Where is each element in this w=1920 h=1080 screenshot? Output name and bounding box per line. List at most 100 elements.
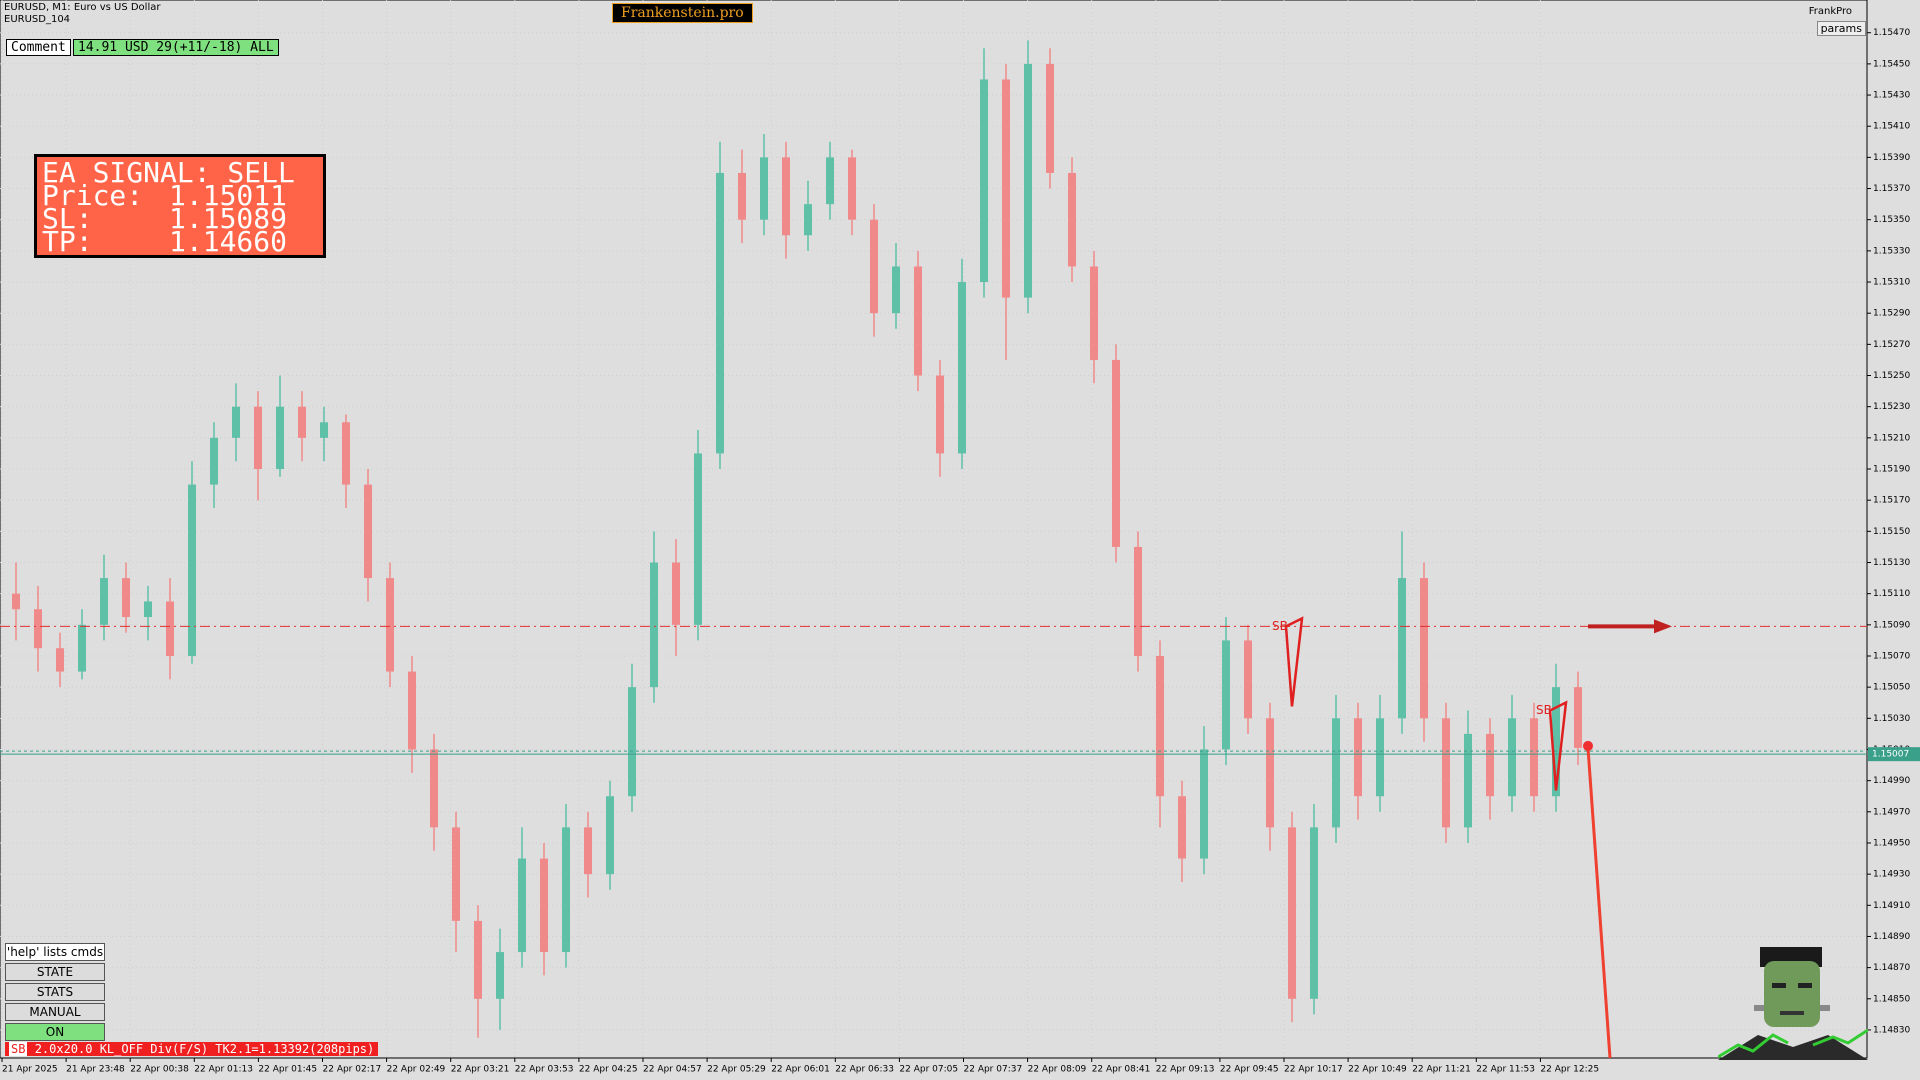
signal-row: SL: 1.15089: [42, 202, 323, 235]
candle-body: [1310, 827, 1318, 999]
y-tick-label: 1.14830: [1873, 1025, 1910, 1035]
y-tick-label: 1.15130: [1873, 558, 1910, 568]
candle-body: [496, 952, 504, 999]
x-tick-label: 22 Apr 09:13: [1156, 1065, 1215, 1075]
x-tick-label: 22 Apr 07:37: [964, 1065, 1023, 1075]
candle-body: [430, 749, 438, 828]
signal-value: 1.15089: [169, 202, 288, 235]
y-tick-label: 1.15310: [1873, 278, 1910, 288]
candle-body: [166, 601, 174, 656]
y-tick-label: 1.15230: [1873, 402, 1910, 412]
params-button[interactable]: params: [1816, 21, 1866, 36]
candle-body: [34, 609, 42, 649]
mascot: [1718, 947, 1868, 1060]
x-tick-label: 22 Apr 09:45: [1220, 1065, 1279, 1075]
y-tick-label: 1.15430: [1873, 91, 1910, 101]
candle-body: [276, 406, 284, 470]
candle-body: [1090, 266, 1098, 360]
y-tick-label: 1.14970: [1873, 807, 1910, 817]
x-tick-label: 22 Apr 05:29: [707, 1065, 766, 1075]
manual-button[interactable]: MANUAL: [5, 1003, 105, 1021]
candle-body: [826, 157, 834, 205]
x-tick-label: 22 Apr 02:49: [387, 1065, 446, 1075]
x-tick-label: 22 Apr 01:13: [194, 1065, 253, 1075]
x-tick-label: 22 Apr 07:05: [899, 1065, 958, 1075]
y-tick-label: 1.15210: [1873, 433, 1910, 443]
candle-body: [1112, 359, 1120, 547]
y-tick-label: 1.15150: [1873, 527, 1910, 537]
candle-body: [78, 624, 86, 672]
state-button[interactable]: STATE: [5, 963, 105, 981]
x-tick-label: 22 Apr 11:53: [1476, 1065, 1535, 1075]
x-tick-label: 21 Apr 2025: [2, 1065, 58, 1075]
candle-body: [1024, 63, 1032, 298]
candle-body: [540, 858, 548, 953]
candle-body: [1200, 749, 1208, 859]
x-tick-label: 22 Apr 06:01: [771, 1065, 830, 1075]
candle-body: [1046, 63, 1054, 173]
candle-body: [1530, 718, 1538, 797]
candle-body: [1332, 718, 1340, 828]
y-tick-label: 1.15170: [1873, 496, 1910, 506]
candle-body: [914, 266, 922, 376]
candle-body: [694, 453, 702, 625]
candle-body: [672, 562, 680, 625]
candle-body: [1244, 640, 1252, 719]
x-tick-label: 22 Apr 03:21: [451, 1065, 510, 1075]
sb-marker: [1548, 700, 1568, 791]
candle-body: [1266, 718, 1274, 828]
status-tag: SB: [9, 1042, 28, 1056]
candle-body: [628, 687, 636, 797]
y-tick-label: 1.15350: [1873, 215, 1910, 225]
candle-body: [1068, 172, 1076, 267]
candle-body: [1486, 733, 1494, 797]
y-tick-label: 1.14890: [1873, 932, 1910, 942]
signal-label: SL:: [42, 202, 93, 235]
signal-box: EA SIGNAL: SELL Price: 1.15011 SL: 1.15089…: [34, 154, 326, 258]
candle-body: [12, 593, 20, 610]
y-tick-label: 1.15250: [1873, 371, 1910, 381]
candle-body: [1178, 796, 1186, 859]
candle-body: [716, 172, 724, 454]
candle-body: [1398, 578, 1406, 719]
candle-body: [254, 406, 262, 470]
sb-label: SB: [1272, 619, 1288, 633]
candle-body: [1420, 578, 1428, 719]
help-button[interactable]: 'help' lists cmds: [5, 943, 105, 961]
y-tick-label: 1.14910: [1873, 901, 1910, 911]
candle-body: [298, 406, 306, 438]
candle-body: [1156, 655, 1164, 797]
candle-body: [848, 157, 856, 220]
candle-body: [958, 282, 966, 454]
x-tick-label: 21 Apr 23:48: [66, 1065, 125, 1075]
candle-body: [386, 578, 394, 672]
sl-arrow-head: [1654, 619, 1672, 634]
x-tick-label: 22 Apr 11:21: [1412, 1065, 1471, 1075]
status-bar: SB 2.0x20.0 KL_OFF Div(F/S) TK2.1=1.1339…: [5, 1042, 379, 1056]
candle-body: [1002, 79, 1010, 298]
candle-body: [804, 204, 812, 236]
signal-row: Price: 1.15011: [42, 179, 323, 212]
candle-body: [892, 266, 900, 314]
signal-value: 1.14660: [169, 225, 288, 258]
candle-body: [1288, 827, 1296, 999]
y-tick-label: 1.15450: [1873, 59, 1910, 69]
candle-body: [1552, 687, 1560, 797]
stats-button[interactable]: STATS: [5, 983, 105, 1001]
tp-projection: [1586, 747, 1612, 1059]
x-tick-label: 22 Apr 01:45: [258, 1065, 317, 1075]
sell-marker: [1583, 740, 1593, 751]
candle-body: [738, 172, 746, 220]
candle-body: [342, 422, 350, 485]
candle-body: [364, 484, 372, 579]
signal-value: 1.15011: [169, 179, 288, 212]
y-tick-label: 1.14870: [1873, 963, 1910, 973]
y-tick-label: 1.14930: [1873, 870, 1910, 880]
on-button[interactable]: ON: [5, 1023, 105, 1041]
x-tick-label: 22 Apr 10:17: [1284, 1065, 1343, 1075]
x-tick-label: 22 Apr 12:25: [1540, 1065, 1599, 1075]
x-tick-label: 22 Apr 06:33: [835, 1065, 894, 1075]
price-tag-label: 1.15007: [1872, 750, 1909, 760]
candle-body: [1222, 640, 1230, 750]
candle-body: [584, 827, 592, 875]
